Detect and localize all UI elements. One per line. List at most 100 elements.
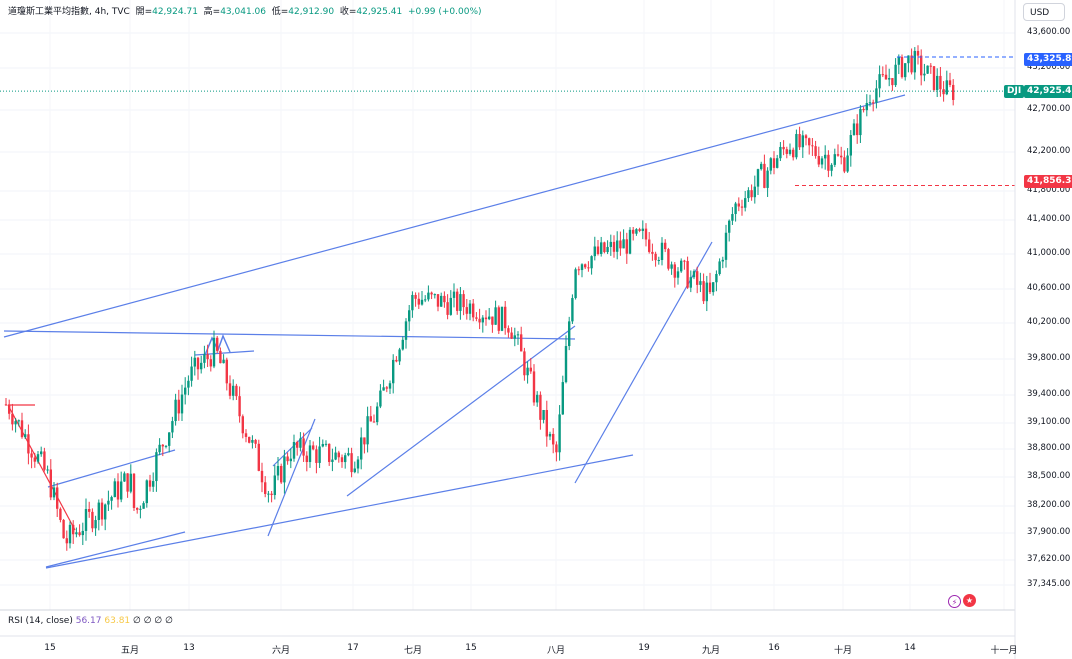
candle-body	[440, 295, 443, 307]
candle-body	[696, 271, 699, 285]
candle-body	[897, 56, 900, 65]
candle-body	[907, 55, 910, 64]
recent-high-tag: 43,325.89	[1024, 53, 1072, 66]
candle-body	[225, 359, 228, 384]
last-price-tag: 42,925.41	[1024, 85, 1072, 98]
candle-body	[683, 260, 686, 262]
candle-body	[472, 303, 475, 318]
candle-body	[651, 251, 654, 254]
candle-body	[395, 359, 398, 362]
candle-body	[353, 468, 356, 473]
x-tick-label: 13	[183, 643, 195, 653]
trendline[interactable]	[47, 449, 176, 488]
candle-body	[891, 78, 894, 86]
candle-body	[795, 134, 798, 158]
candle-body	[276, 465, 280, 476]
candle-body	[708, 282, 712, 293]
trendline[interactable]	[7, 404, 76, 531]
candle-body	[257, 443, 260, 471]
symbol-title: 道瓊斯工業平均指數, 4h, TVC	[8, 7, 130, 17]
candle-body	[136, 507, 139, 510]
candle-body	[459, 294, 462, 311]
candle-body	[46, 469, 49, 471]
candle-body	[350, 453, 353, 473]
candle-body	[17, 420, 20, 422]
candle-body	[619, 240, 622, 249]
trendline[interactable]	[346, 325, 576, 497]
trendline[interactable]	[3, 330, 576, 340]
y-tick-label: 41,400.00	[1027, 214, 1071, 224]
candle-body	[219, 350, 222, 364]
y-tick-label: 42,200.00	[1027, 146, 1071, 156]
candle-body	[888, 78, 891, 80]
trendline[interactable]	[45, 531, 186, 568]
candle-body	[568, 321, 571, 347]
x-tick-label: 七月	[403, 646, 423, 656]
candle-body	[641, 228, 644, 231]
y-tick-label: 38,200.00	[1027, 500, 1071, 510]
candle-body	[110, 497, 113, 501]
candle-body	[62, 519, 65, 539]
candle-body	[452, 291, 456, 298]
trendline[interactable]	[267, 418, 316, 537]
candle-body	[481, 317, 484, 323]
candle-body	[872, 102, 875, 104]
candle-body	[859, 108, 862, 136]
y-tick-label: 38,500.00	[1027, 471, 1071, 481]
candle-body	[328, 443, 331, 462]
candle-body	[785, 149, 788, 154]
trendline[interactable]	[272, 427, 313, 467]
y-tick-label: 39,100.00	[1027, 417, 1071, 427]
candle-body	[347, 453, 350, 456]
candle-body	[216, 337, 219, 351]
candle-body	[910, 55, 913, 73]
candle-body	[737, 203, 740, 207]
trendline[interactable]	[45, 454, 634, 569]
y-tick-label: 39,400.00	[1027, 389, 1071, 399]
candle-body	[84, 509, 88, 531]
candle-body	[632, 229, 635, 234]
y-tick-label: 37,620.00	[1027, 554, 1071, 564]
candle-body	[145, 480, 148, 504]
candle-body	[238, 396, 241, 417]
trendline[interactable]	[574, 241, 713, 484]
candle-body	[584, 264, 587, 268]
lightning-icon[interactable]: ⚡	[948, 595, 961, 608]
candle-body	[449, 297, 452, 315]
candle-body	[267, 493, 270, 495]
y-tick-label: 37,900.00	[1027, 527, 1071, 537]
candle-body	[369, 416, 372, 422]
candle-body	[100, 502, 104, 520]
candle-body	[523, 351, 526, 376]
candle-body	[68, 524, 72, 544]
y-tick-label: 40,600.00	[1027, 283, 1071, 293]
candle-body	[670, 264, 673, 269]
candle-body	[411, 294, 414, 311]
y-tick-label: 38,800.00	[1027, 443, 1071, 453]
x-tick-label: 十月	[833, 646, 853, 656]
x-tick-label: 15	[465, 643, 477, 653]
candle-body	[904, 63, 907, 78]
candle-body	[840, 155, 843, 158]
trendline[interactable]	[3, 94, 906, 338]
candle-body	[718, 261, 721, 274]
candle-body	[52, 487, 56, 498]
candle-body	[116, 481, 120, 500]
candle-body	[740, 206, 744, 208]
candle-body	[664, 242, 667, 250]
candle-body	[123, 473, 126, 482]
candle-body	[196, 357, 200, 370]
candle-body	[206, 354, 209, 360]
currency-button[interactable]: USD	[1023, 3, 1065, 21]
candle-body	[504, 306, 507, 329]
candle-body	[30, 453, 33, 458]
candle-body	[763, 163, 766, 188]
x-tick-label: 六月	[271, 646, 291, 656]
candle-body	[884, 74, 888, 80]
candle-body	[94, 520, 97, 529]
candle-body	[561, 382, 564, 415]
us-flag-icon[interactable]: ★	[963, 594, 976, 607]
support-level-tag: 41,856.31	[1024, 175, 1072, 188]
candle-body	[360, 437, 363, 460]
